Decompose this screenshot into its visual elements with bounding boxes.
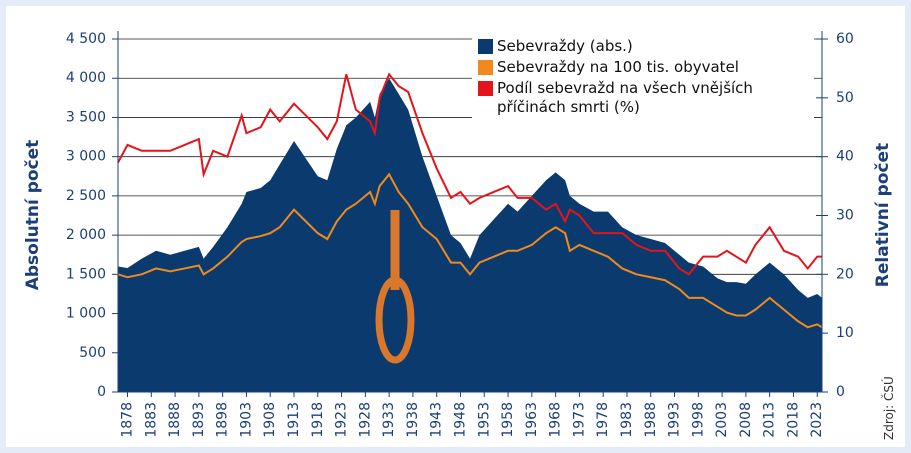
y-tick-label: 0	[97, 384, 106, 400]
legend-label: Sebevraždy na 100 tis. obyvatel	[497, 58, 739, 77]
y-tick-label: 3 000	[66, 149, 106, 165]
y-tick-label: 1 500	[66, 266, 106, 282]
x-tick-label: 2003	[714, 402, 730, 438]
x-tick-label: 1963	[524, 402, 540, 438]
x-tick-label: 2023	[809, 402, 825, 438]
y-tick-label: 1 000	[66, 306, 106, 322]
x-tick-label: 1993	[667, 402, 683, 438]
legend-item: Sebevraždy na 100 tis. obyvatel	[478, 58, 808, 77]
x-tick-label: 1988	[643, 402, 659, 438]
y2-tick-label: 50	[836, 90, 854, 106]
x-tick-label: 1948	[452, 402, 468, 438]
x-tick-label: 1998	[690, 402, 706, 438]
y2-tick-label: 30	[836, 208, 854, 224]
x-tick-label: 1918	[310, 402, 326, 438]
legend-item: Podíl sebevražd na všech vnějších příčin…	[478, 79, 808, 117]
page: 05001 0001 5002 0002 5003 0003 5004 0004…	[0, 0, 911, 453]
x-tick-label: 2018	[785, 402, 801, 438]
x-tick-label: 1898	[215, 402, 231, 438]
x-tick-label: 1953	[476, 402, 492, 438]
y-axis-title: Absolutní počet	[23, 140, 43, 291]
x-tick-label: 1923	[334, 402, 350, 438]
x-tick-label: 1878	[120, 402, 136, 438]
legend-swatch	[478, 39, 493, 54]
y2-axis-title: Relativní počet	[873, 143, 893, 287]
y2-tick-label: 60	[836, 31, 854, 47]
y-tick-label: 500	[79, 345, 106, 361]
legend-swatch	[478, 81, 493, 96]
x-tick-label: 1908	[262, 402, 278, 438]
x-tick-label: 1978	[595, 402, 611, 438]
y2-tick-label: 20	[836, 266, 854, 282]
legend-swatch	[478, 60, 493, 75]
x-tick-label: 1893	[191, 402, 207, 438]
x-tick-label: 2013	[762, 402, 778, 438]
x-tick-label: 1938	[405, 402, 421, 438]
x-tick-label: 1943	[429, 402, 445, 438]
x-tick-label: 1983	[619, 402, 635, 438]
x-tick-label: 2008	[738, 402, 754, 438]
x-tick-label: 1883	[143, 402, 159, 438]
y2-tick-label: 40	[836, 149, 854, 165]
x-tick-label: 1903	[238, 402, 254, 438]
y2-tick-label: 10	[836, 325, 854, 341]
x-tick-label: 1928	[357, 402, 373, 438]
legend: Sebevraždy (abs.) Sebevraždy na 100 tis. …	[472, 32, 814, 122]
x-tick-label: 1973	[571, 402, 587, 438]
x-tick-label: 1968	[548, 402, 564, 438]
source: Zdroj: ČSÚ	[881, 376, 896, 440]
legend-label: Podíl sebevražd na všech vnějších příčin…	[497, 79, 808, 117]
x-tick-label: 1913	[286, 402, 302, 438]
y-tick-label: 2 000	[66, 227, 106, 243]
y-tick-label: 4 000	[66, 70, 106, 86]
y2-tick-label: 0	[836, 384, 845, 400]
x-tick-label: 1958	[500, 402, 516, 438]
y-tick-label: 4 500	[66, 31, 106, 47]
legend-item: Sebevraždy (abs.)	[478, 37, 808, 56]
y-tick-label: 3 500	[66, 109, 106, 125]
x-tick-label: 1888	[167, 402, 183, 438]
legend-label: Sebevraždy (abs.)	[497, 37, 633, 56]
x-tick-label: 1933	[381, 402, 397, 438]
y-tick-label: 2 500	[66, 188, 106, 204]
